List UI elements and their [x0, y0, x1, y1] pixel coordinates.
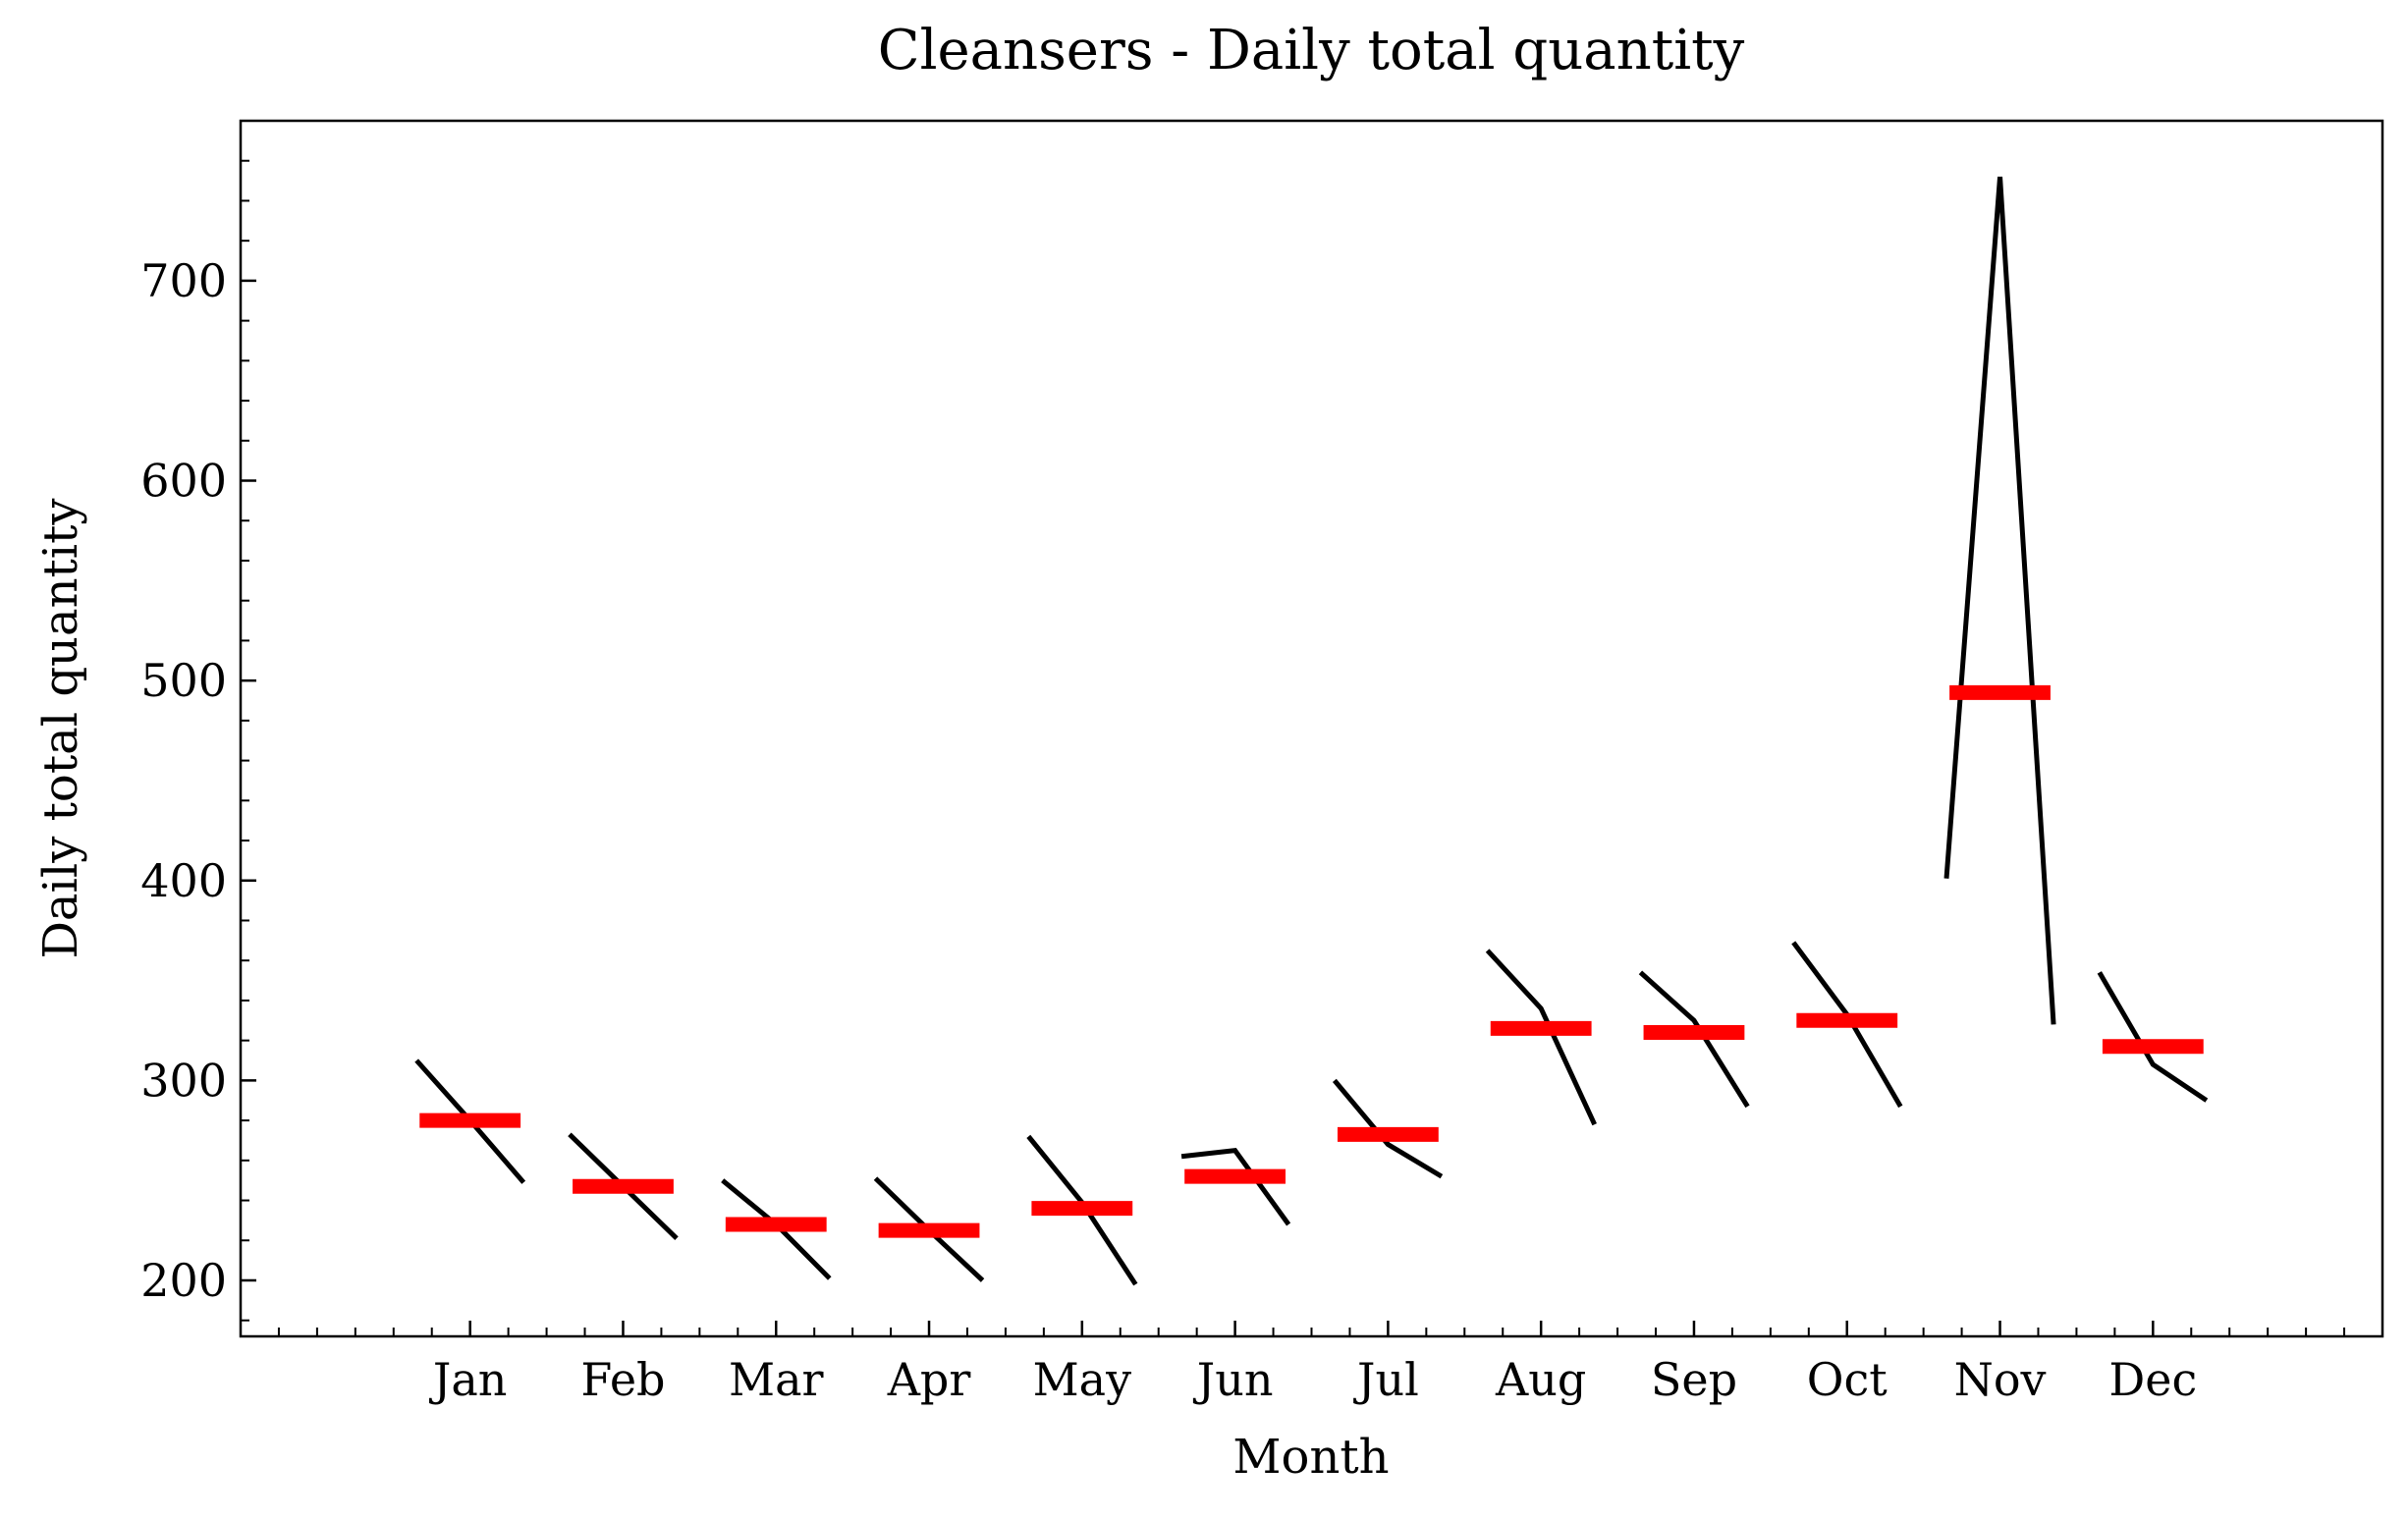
x-tick-label: Oct — [1807, 1353, 1888, 1406]
y-tick-label: 200 — [140, 1254, 227, 1307]
x-axis-label: Month — [1232, 1430, 1389, 1485]
x-tick-label: Sep — [1651, 1353, 1737, 1406]
subseries-line — [1332, 1078, 1444, 1179]
y-tick-label: 500 — [140, 654, 227, 707]
subseries-line — [1485, 949, 1597, 1126]
x-tick-label: Apr — [887, 1353, 971, 1406]
subseries-line — [1638, 970, 1750, 1109]
chart-title: Cleansers - Daily total quantity — [878, 19, 1745, 82]
x-tick-label: Jun — [1193, 1353, 1274, 1406]
x-tick-label: Dec — [2108, 1353, 2197, 1406]
subseries-line — [1180, 1147, 1291, 1226]
x-tick-label: Feb — [580, 1353, 665, 1406]
y-tick-label: 300 — [140, 1054, 227, 1107]
subseries-line — [1943, 176, 2056, 1025]
x-tick-label: Jul — [1353, 1353, 1419, 1406]
y-tick-label: 400 — [140, 854, 227, 907]
x-tick-label: Mar — [729, 1353, 824, 1406]
x-tick-label: Nov — [1954, 1353, 2047, 1406]
y-tick-label: 600 — [140, 455, 227, 508]
x-tick-label: Jan — [429, 1353, 508, 1406]
subseries-line — [2097, 971, 2209, 1103]
x-tick-label: May — [1033, 1353, 1132, 1406]
plot-frame — [239, 119, 2384, 1338]
y-tick-label: 700 — [140, 254, 227, 307]
x-tick-label: Aug — [1495, 1353, 1586, 1406]
y-axis-label: Daily total quantity — [33, 498, 88, 958]
